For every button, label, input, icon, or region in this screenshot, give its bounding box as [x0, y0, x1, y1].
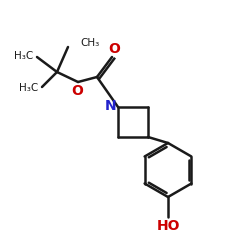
- Text: H₃C: H₃C: [19, 83, 38, 93]
- Text: O: O: [108, 42, 120, 56]
- Text: O: O: [71, 84, 83, 98]
- Text: HO: HO: [156, 219, 180, 233]
- Text: H₃C: H₃C: [14, 51, 33, 61]
- Text: CH₃: CH₃: [80, 38, 99, 48]
- Text: N: N: [105, 99, 117, 113]
